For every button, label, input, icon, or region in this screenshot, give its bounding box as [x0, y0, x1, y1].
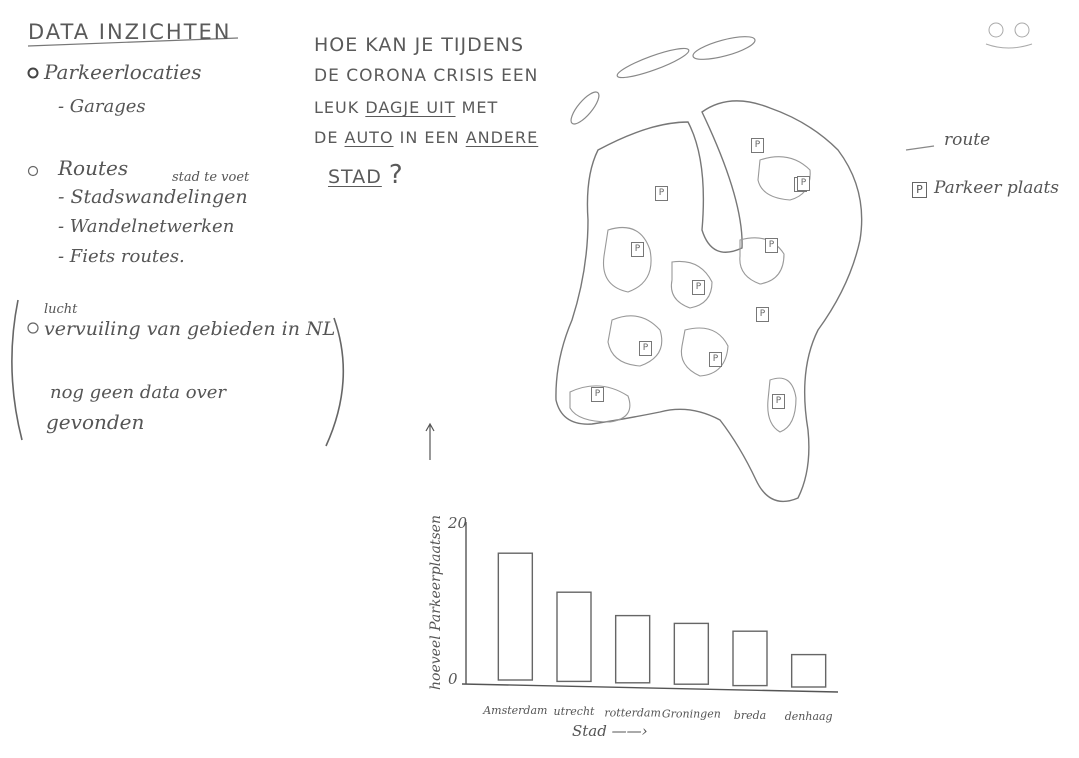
bullet-icon — [27, 322, 39, 334]
face-doodle-icon — [985, 22, 1033, 49]
legend-parking-icon: P — [912, 182, 927, 198]
route-legend-line — [905, 145, 935, 151]
x-tick-label: utrecht — [554, 705, 596, 718]
map-outline — [555, 100, 863, 503]
y-arrow-icon — [425, 422, 435, 460]
note-sub-gevonden: gevonden — [46, 410, 145, 434]
parking-marker-icon: P — [655, 186, 668, 201]
parking-marker-icon: P — [765, 238, 778, 253]
bar — [790, 653, 827, 688]
question-line-4: DE AUTO IN EEN ANDERE — [314, 128, 539, 147]
parking-marker-icon: P — [692, 280, 705, 295]
note-sub-garages: - Garages — [58, 96, 146, 117]
x-tick-label: Groningen — [662, 708, 721, 721]
bar — [673, 622, 710, 685]
parking-marker-icon: P — [639, 341, 652, 356]
note-annotation-lucht: lucht — [44, 302, 78, 317]
note-item-vervuiling: vervuiling van gebieden in NL — [44, 318, 336, 340]
question-line-1: HOE KAN JE TIJDENS — [314, 34, 525, 56]
doodle-ellipse — [692, 36, 756, 60]
x-tick-label: rotterdam — [604, 706, 661, 719]
x-tick-label: denhaag — [785, 710, 833, 723]
parking-marker-icon: P — [631, 242, 644, 257]
bar — [732, 630, 768, 687]
parking-marker-icon: P — [772, 394, 785, 409]
question-line-5: STAD ? — [328, 160, 404, 190]
doodle-ellipse — [570, 91, 600, 125]
note-item-parkeerlocaties: Parkeerlocaties — [44, 60, 202, 84]
right-bracket — [325, 317, 345, 447]
bullet-icon — [27, 165, 39, 177]
note-sub-geen-data: nog geen data over — [50, 382, 227, 403]
parking-marker-icon: P — [591, 387, 604, 402]
left-bracket — [11, 299, 23, 441]
notes-title: DATA INZICHTEN — [28, 20, 232, 44]
bullet-icon — [27, 67, 39, 79]
question-line-3: LEUK DAGJE UIT MET — [314, 98, 499, 117]
doodle-ellipse — [616, 47, 690, 79]
parking-marker-icon: P — [751, 138, 764, 153]
x-axis — [461, 683, 839, 693]
bar — [556, 591, 592, 683]
note-item-routes: Routes — [58, 156, 129, 180]
x-tick-label: Amsterdam — [482, 704, 547, 717]
legend-route-label: route — [944, 130, 991, 150]
chart-xlabel: Stad ——› — [572, 722, 648, 740]
chart-ylabel: hoeveel Parkeerplaatsen — [428, 515, 444, 690]
y-tick-label: 0 — [448, 670, 458, 688]
parking-marker-icon: P — [756, 307, 769, 322]
bar-chart: 0 20 Amsterdam utrecht rotterdam Groningen bre… — [425, 422, 839, 723]
map-area-blobs — [569, 156, 811, 433]
legend-parking-label: Parkeer plaats — [934, 178, 1060, 198]
note-annotation-stad-te-voet: stad te voet — [172, 170, 250, 185]
question-line-2: DE CORONA CRISIS EEN — [314, 66, 539, 86]
parking-marker-icon: P — [709, 352, 722, 367]
bar — [497, 552, 534, 681]
y-tick-label: 20 — [447, 514, 468, 532]
parking-marker-icon: P — [797, 176, 810, 191]
note-sub-wandelnetwerken: - Wandelnetwerken — [58, 216, 235, 237]
x-tick-label: breda — [734, 709, 766, 722]
note-sub-fietsroutes: - Fiets routes. — [58, 246, 185, 267]
note-sub-stadswandelingen: - Stadswandelingen — [58, 186, 248, 208]
bar — [614, 614, 651, 684]
title-underline — [27, 37, 239, 47]
